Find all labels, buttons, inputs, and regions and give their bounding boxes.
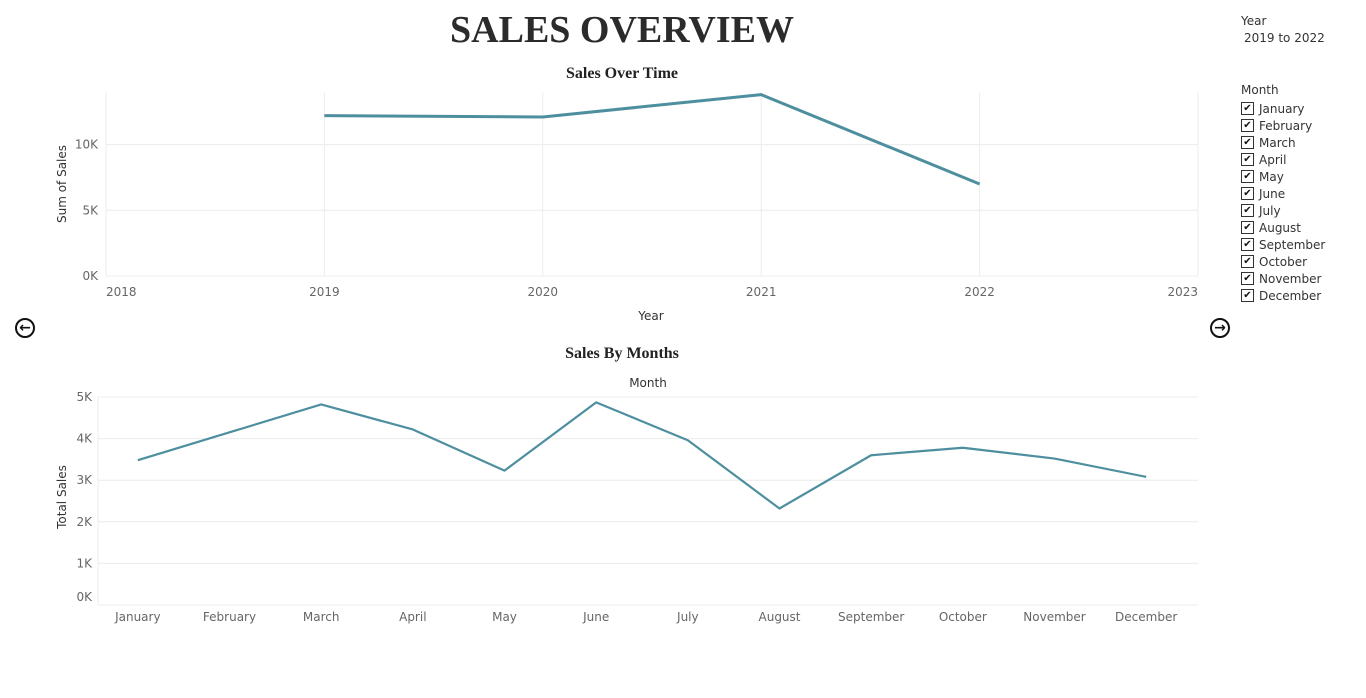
month-filter-label: October xyxy=(1259,254,1308,269)
x-tick-label: September xyxy=(838,610,904,624)
x-tick-label: 2018 xyxy=(106,285,137,299)
chart-title-sales-over-time: Sales Over Time xyxy=(566,65,678,82)
y-tick-label: 2K xyxy=(76,515,93,529)
month-filter-item-april[interactable]: ✔ April xyxy=(1241,151,1325,168)
x-tick-label: April xyxy=(399,610,426,624)
month-filter-item-november[interactable]: ✔ November xyxy=(1241,270,1325,287)
x-tick-label: November xyxy=(1023,610,1085,624)
y-axis-title: Total Sales xyxy=(55,465,69,530)
x-axis-title: Year xyxy=(637,309,663,323)
month-filter-label: February xyxy=(1259,118,1313,133)
x-tick-label: 2021 xyxy=(746,285,777,299)
month-filter-item-july[interactable]: ✔ July xyxy=(1241,202,1325,219)
x-tick-label: January xyxy=(114,610,161,624)
series-line-sales-over-time xyxy=(324,93,981,186)
checkbox[interactable]: ✔ xyxy=(1241,289,1254,302)
month-filter-item-may[interactable]: ✔ May xyxy=(1241,168,1325,185)
x-tick-label: October xyxy=(939,610,987,624)
x-tick-label: August xyxy=(759,610,801,624)
y-axis-title: Sum of Sales xyxy=(55,145,69,223)
month-filter-item-february[interactable]: ✔ February xyxy=(1241,117,1325,134)
month-filter-item-june[interactable]: ✔ June xyxy=(1241,185,1325,202)
x-tick-label: 2022 xyxy=(964,285,995,299)
month-filter-label: November xyxy=(1259,271,1322,286)
month-filter-label: April xyxy=(1259,152,1287,167)
checkbox[interactable]: ✔ xyxy=(1241,204,1254,217)
charts-canvas: 2018 2019 2020 2021 2022 2023 0K 5K 10K Year Sum o… xyxy=(55,92,1199,624)
x-axis-title: Month xyxy=(629,376,667,390)
month-filter-title: Month xyxy=(1241,83,1279,97)
y-tick-label: 0K xyxy=(82,269,99,283)
checkbox[interactable]: ✔ xyxy=(1241,221,1254,234)
x-tick-label: 2023 xyxy=(1167,285,1198,299)
checkbox[interactable]: ✔ xyxy=(1241,119,1254,132)
month-filter-list: ✔ January ✔ February ✔ March ✔ April ✔ May ✔ June ✔ J… xyxy=(1241,100,1325,304)
month-filter-label: December xyxy=(1259,288,1322,303)
checkbox[interactable]: ✔ xyxy=(1241,255,1254,268)
chart-title-sales-by-months: Sales By Months xyxy=(565,345,679,362)
month-filter-label: September xyxy=(1259,237,1326,252)
dashboard-title: SALES OVERVIEW xyxy=(450,9,794,51)
x-tick-label: 2019 xyxy=(309,285,340,299)
x-tick-label: June xyxy=(582,610,609,624)
checkbox[interactable]: ✔ xyxy=(1241,187,1254,200)
month-filter-item-december[interactable]: ✔ December xyxy=(1241,287,1325,304)
x-tick-label: May xyxy=(492,610,517,624)
year-filter-value[interactable]: 2019 to 2022 xyxy=(1244,31,1325,45)
x-tick-label: February xyxy=(203,610,256,624)
month-filter-label: August xyxy=(1259,220,1301,235)
x-tick-label: March xyxy=(303,610,340,624)
x-tick-label: July xyxy=(676,610,699,624)
month-filter-label: May xyxy=(1259,169,1284,184)
y-tick-label: 5K xyxy=(82,203,99,217)
month-filter-label: March xyxy=(1259,135,1296,150)
checkbox[interactable]: ✔ xyxy=(1241,102,1254,115)
y-tick-label: 1K xyxy=(76,556,93,570)
month-filter-item-september[interactable]: ✔ September xyxy=(1241,236,1325,253)
checkbox[interactable]: ✔ xyxy=(1241,136,1254,149)
month-filter-item-january[interactable]: ✔ January xyxy=(1241,100,1325,117)
month-filter-label: June xyxy=(1259,186,1286,201)
year-filter-title: Year xyxy=(1241,14,1267,28)
y-tick-label: 3K xyxy=(76,473,93,487)
x-tick-label: December xyxy=(1115,610,1177,624)
month-filter-item-august[interactable]: ✔ August xyxy=(1241,219,1325,236)
month-filter-label: July xyxy=(1259,203,1281,218)
month-filter-item-march[interactable]: ✔ March xyxy=(1241,134,1325,151)
arrow-left-circle-icon[interactable]: ← xyxy=(15,318,35,338)
y-tick-label: 5K xyxy=(76,390,93,404)
checkbox[interactable]: ✔ xyxy=(1241,238,1254,251)
arrow-right-circle-icon[interactable]: → xyxy=(1210,318,1230,338)
checkbox[interactable]: ✔ xyxy=(1241,153,1254,166)
checkbox[interactable]: ✔ xyxy=(1241,272,1254,285)
y-tick-label: 0K xyxy=(76,590,93,604)
x-tick-label: 2020 xyxy=(528,285,559,299)
y-tick-label: 10K xyxy=(75,138,99,152)
series-line-sales-by-months xyxy=(137,401,1147,510)
checkbox[interactable]: ✔ xyxy=(1241,170,1254,183)
month-filter-label: January xyxy=(1259,101,1305,116)
y-tick-label: 4K xyxy=(76,432,93,446)
month-filter-item-october[interactable]: ✔ October xyxy=(1241,253,1325,270)
